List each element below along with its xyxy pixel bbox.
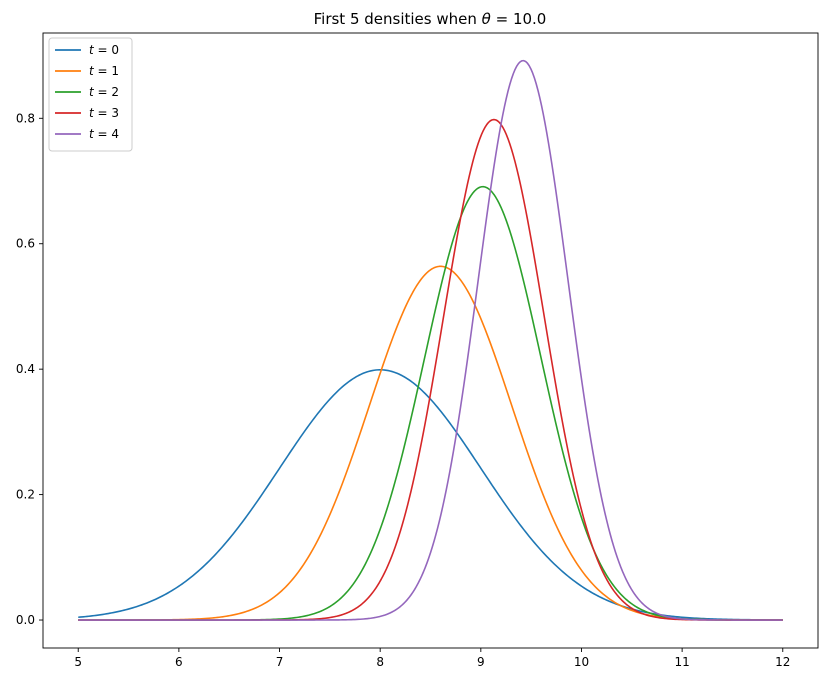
x-tick-label: 10 xyxy=(574,655,589,669)
legend-label: t = 4 xyxy=(89,127,119,141)
y-tick-label: 0.8 xyxy=(16,111,35,125)
legend-label: t = 2 xyxy=(89,85,119,99)
axes: 5 6 7 8 9 10 11 12 0.0 0.2 0.4 0.6 0.8 xyxy=(16,32,819,669)
x-tick-label: 5 xyxy=(74,655,82,669)
y-tick-label: 0.0 xyxy=(16,613,35,627)
x-tick-label: 7 xyxy=(276,655,284,669)
axes-frame xyxy=(42,32,819,649)
legend-label: t = 3 xyxy=(89,106,119,120)
legend-label: t = 1 xyxy=(89,64,119,78)
x-tick-label: 11 xyxy=(674,655,689,669)
legend-label: t = 0 xyxy=(89,43,119,57)
y-tick-label: 0.2 xyxy=(16,488,35,502)
x-tick-label: 6 xyxy=(175,655,183,669)
x-tick-label: 12 xyxy=(775,655,790,669)
legend: t = 0 t = 1 t = 2 t = 3 t = 4 xyxy=(48,37,133,152)
plot-area xyxy=(78,59,783,621)
chart-title: First 5 densities when θ = 10.0 xyxy=(314,10,547,28)
y-tick-label: 0.4 xyxy=(16,362,35,376)
x-tick-label: 9 xyxy=(477,655,485,669)
y-tick-label: 0.6 xyxy=(16,237,35,251)
series-line-4 xyxy=(78,59,783,621)
x-tick-label: 8 xyxy=(376,655,384,669)
legend-box xyxy=(48,37,133,152)
